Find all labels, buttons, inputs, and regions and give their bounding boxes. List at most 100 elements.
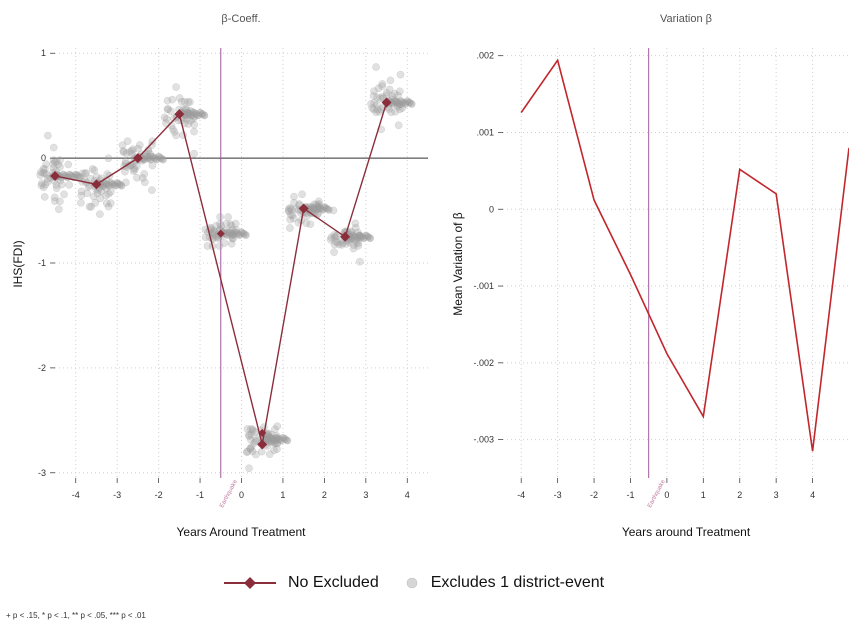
- panel-beta-coeff-excludes-point: [245, 432, 254, 440]
- panel-beta-coeff-excludes-point: [231, 219, 240, 228]
- panel-beta-coeff-excludes-point: [180, 97, 189, 106]
- panel-beta-coeff-excludes-point: [246, 445, 255, 453]
- panel-beta-coeff-excludes-point: [394, 121, 403, 130]
- panel-beta-coeff-excludes-point: [78, 169, 87, 178]
- panel-beta-coeff-excludes-point: [186, 98, 194, 106]
- panel-beta-coeff-excludes-point: [247, 443, 256, 451]
- panel-beta-coeff-excludes-point: [57, 180, 66, 189]
- panel-beta-coeff-excludes-point: [376, 94, 385, 102]
- panel-beta-coeff-axes: -4 -3 -2 -1 0 1 2 3 4 -3 -2 -1 0 1: [38, 48, 410, 500]
- panel-beta-coeff-excludes-point: [303, 212, 311, 220]
- panel-beta-coeff-ytick-label: 1: [41, 48, 46, 58]
- panel-beta-coeff-excludes-point: [177, 97, 186, 106]
- panel-beta-coeff-excludes-point: [42, 160, 50, 169]
- panel-beta-coeff-excludes-point: [162, 119, 170, 128]
- panel-variation-xtick-label: -4: [517, 490, 525, 500]
- panel-beta-coeff-excludes-point: [172, 83, 180, 91]
- panel-beta-coeff-excludes-point: [118, 141, 127, 150]
- panel-beta-coeff-no-excluded-point: [340, 231, 351, 242]
- panel-beta-coeff-excludes-point: [56, 163, 64, 171]
- panel-beta-coeff-excludes-point: [327, 233, 336, 242]
- panel-beta-coeff-excludes-point: [43, 170, 51, 179]
- panel-variation-xtick-label: 1: [701, 490, 706, 500]
- panel-beta-coeff-excludes-point: [77, 198, 85, 207]
- panel-beta-coeff-excludes-point: [50, 197, 59, 205]
- panel-beta-coeff-excludes-point: [286, 204, 295, 212]
- panel-beta-coeff-excludes-point: [366, 234, 375, 242]
- panel-beta-coeff-excludes-point: [212, 232, 220, 241]
- panel-beta-coeff-excludes-point: [190, 120, 199, 129]
- panel-beta-coeff-excludes-point: [284, 206, 293, 215]
- panel-beta-coeff-excludes-point: [121, 178, 130, 187]
- panel-beta-coeff-excludes-point: [227, 239, 236, 248]
- panel-beta-coeff-excludes-point: [190, 149, 198, 158]
- panel-beta-coeff-excludes-point: [338, 239, 347, 247]
- panel-beta-coeff-no-excluded-point: [50, 170, 60, 181]
- panel-beta-coeff-excludes-point: [55, 205, 63, 214]
- panel-beta-coeff-excludes-point: [209, 229, 218, 237]
- panel-beta-coeff-ytick-label: 0: [41, 153, 46, 163]
- panel-beta-coeff-no-excluded-point: [91, 179, 102, 190]
- panel-beta-coeff-excludes-point: [87, 202, 96, 211]
- panel-beta-coeff-no-excluded-point: [132, 153, 143, 164]
- panel-beta-coeff-excludes-point: [84, 183, 93, 191]
- panel-variation-xtick-label: 4: [810, 490, 815, 500]
- panel-beta-coeff-excludes-point: [49, 143, 58, 152]
- panel-beta-coeff-excludes-point: [216, 213, 224, 221]
- panel-beta-coeff-excludes-point: [247, 430, 256, 439]
- panel-beta-coeff-excludes-point: [132, 162, 141, 170]
- panel-beta-coeff-excludes-point: [169, 125, 177, 134]
- panel-beta-coeff-excludes-point: [330, 231, 339, 239]
- panel-beta-coeff-no-excluded-point: [298, 203, 309, 214]
- panel-beta-coeff-excludes-point: [375, 107, 384, 116]
- panel-beta-coeff-excludes-point: [286, 224, 294, 232]
- panel-beta-coeff-excludes-point: [52, 184, 61, 193]
- legend-label-excludes: Excludes 1 district-event: [430, 574, 605, 591]
- panel-beta-coeff-excludes-point: [76, 173, 84, 182]
- panel-beta-coeff-excludes-point: [49, 164, 58, 173]
- panel-beta-coeff-excludes-point: [333, 238, 342, 247]
- panel-beta-coeff-excludes-point: [354, 242, 362, 250]
- panel-beta-coeff-excludes-point: [104, 202, 113, 211]
- panel-variation-ytick-label: .001: [476, 127, 494, 137]
- panel-beta-coeff-excludes-point: [140, 170, 149, 178]
- panel-variation-xtick-label: -3: [554, 490, 562, 500]
- panel-beta-coeff-excludes-point: [164, 105, 172, 113]
- panel-beta-coeff-excludes-point: [38, 179, 46, 187]
- panel-beta-coeff-excludes-point: [52, 181, 61, 189]
- panel-beta-coeff-excludes-point: [184, 120, 193, 128]
- panel-beta-coeff-excludes-point: [244, 431, 253, 439]
- panel-beta-coeff-excludes-point: [387, 108, 396, 117]
- panel-beta-coeff-excludes-point: [257, 447, 266, 456]
- panel-beta-coeff-excludes-point: [133, 173, 141, 182]
- legend-circle-icon: [406, 577, 418, 589]
- panel-beta-coeff-excludes-point: [96, 210, 104, 218]
- panel-beta-coeff-excludes-point: [250, 439, 259, 447]
- panel-beta-coeff-excludes-point: [77, 187, 86, 196]
- panel-beta-coeff-excludes-point: [172, 131, 181, 140]
- panel-beta-coeff-excludes-point: [247, 435, 255, 444]
- panel-beta-coeff-excludes-point: [127, 146, 136, 155]
- panel-beta-coeff-excludes-point: [289, 214, 298, 223]
- panel-beta-coeff-xtick-label: -4: [72, 490, 80, 500]
- panel-beta-coeff-excludes-point: [349, 244, 358, 253]
- panel-beta-coeff-excludes-point: [298, 190, 306, 199]
- panel-beta-coeff-excludes-point: [212, 221, 220, 230]
- panel-variation: Variation β Years around Treatment Mean …: [451, 13, 849, 539]
- panel-beta-coeff-excludes-point: [184, 98, 193, 106]
- panel-beta-coeff-excludes-point: [285, 207, 293, 216]
- panel-beta-coeff-excludes-point: [96, 194, 105, 203]
- panel-beta-coeff-excludes-point: [330, 240, 339, 249]
- panel-beta-coeff-excludes-point: [39, 183, 48, 192]
- panel-variation-ytick-label: -.001: [473, 281, 494, 291]
- panel-beta-coeff-excludes-point: [396, 70, 405, 79]
- panel-beta-coeff-excludes-point: [148, 137, 157, 146]
- panel-beta-coeff-excludes-points: [36, 63, 416, 473]
- panel-beta-coeff-excludes-point: [385, 85, 394, 94]
- panel-beta-coeff-excludes-point: [159, 155, 167, 164]
- panel-beta-coeff-xtick-label: 0: [239, 490, 244, 500]
- panel-beta-coeff-excludes-point: [252, 436, 261, 445]
- panel-beta-coeff-excludes-point: [373, 93, 382, 102]
- panel-beta-coeff-excludes-point: [210, 226, 219, 235]
